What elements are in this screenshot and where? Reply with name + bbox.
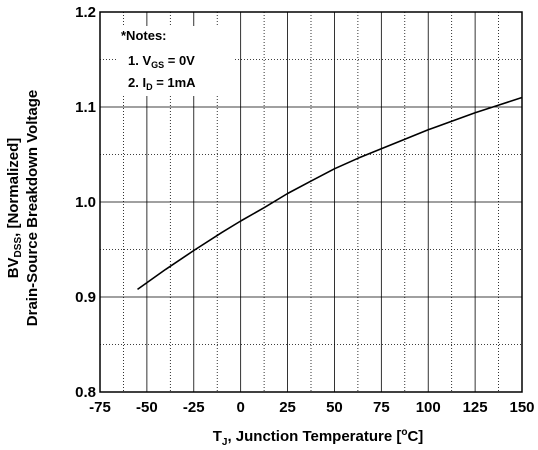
notes-background <box>117 26 234 96</box>
x-tick-label: 50 <box>326 399 343 416</box>
x-tick-label: 25 <box>279 399 296 416</box>
x-tick-label: -75 <box>89 399 111 416</box>
x-tick-label: -25 <box>183 399 205 416</box>
grid <box>100 12 522 392</box>
x-tick-label: 125 <box>463 399 488 416</box>
tick-labels: -75 -50 -25 0 25 50 75 100 125 150 0.8 0.9 1.0 1.1 1.2 <box>75 4 534 416</box>
note-id: 2. ID = 1mA <box>128 75 196 92</box>
y-tick-label: 0.9 <box>75 289 96 306</box>
x-axis-label: TJ, Junction Temperature [oC] <box>213 427 424 448</box>
x-tick-label: 100 <box>416 399 441 416</box>
note-vgs: 1. VGS = 0V <box>128 53 195 70</box>
x-tick-label: 0 <box>236 399 244 416</box>
notes-box: *Notes: 1. VGS = 0V 2. ID = 1mA <box>117 26 234 96</box>
series-line-1 <box>137 96 523 291</box>
x-tick-label: 75 <box>373 399 390 416</box>
y-tick-label: 1.2 <box>75 4 96 21</box>
y-tick-label: 1.1 <box>75 99 96 116</box>
y-tick-label: 1.0 <box>75 194 96 211</box>
notes-header: *Notes: <box>121 28 167 43</box>
x-tick-label: -50 <box>136 399 158 416</box>
y-tick-label: 0.8 <box>75 384 96 401</box>
plot-frame <box>99 11 523 393</box>
y-axis-label-line1: BVDSS, [Normalized] <box>5 138 24 279</box>
series-layer <box>137 96 523 291</box>
x-tick-label: 150 <box>509 399 534 416</box>
y-axis-label-line2: Drain-Source Breakdown Voltage <box>24 90 41 326</box>
